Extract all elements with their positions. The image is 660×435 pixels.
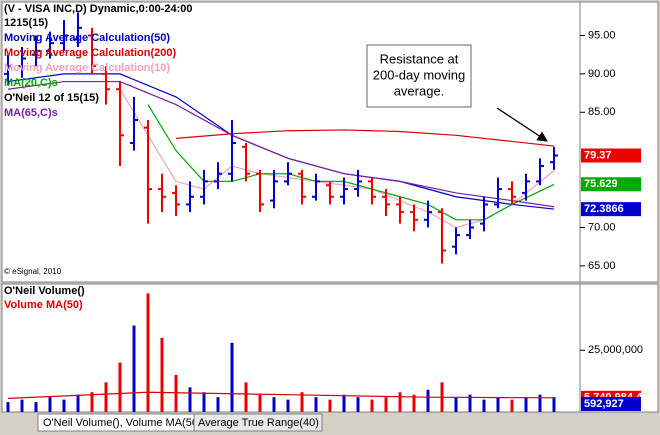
volume-bar bbox=[76, 394, 80, 412]
volume-bar bbox=[300, 392, 304, 412]
legend-entry: Moving Average Calculation(200) bbox=[4, 47, 177, 59]
volume-bar bbox=[370, 399, 374, 412]
volume-bar bbox=[482, 399, 486, 412]
volume-bar bbox=[174, 374, 178, 412]
annotation-box bbox=[366, 44, 472, 108]
annotation-text: average. bbox=[394, 83, 445, 98]
volume-bar bbox=[524, 397, 528, 412]
volume-bar bbox=[412, 394, 416, 412]
legend-entry: Moving Average Calculation(10) bbox=[4, 62, 170, 74]
tab[interactable] bbox=[193, 413, 323, 432]
y-tick-label: 25,000,000 bbox=[588, 344, 643, 356]
volume-bar bbox=[272, 397, 276, 412]
ma-line bbox=[7, 80, 555, 208]
ma-line bbox=[7, 391, 555, 400]
annotation-text: 200-day moving bbox=[373, 67, 466, 82]
legend-entry: 1215(15) bbox=[4, 17, 48, 29]
price-marker bbox=[581, 148, 641, 163]
price-marker-label: 75.629 bbox=[584, 178, 618, 190]
legend-entry: MA(65,C)s bbox=[4, 107, 58, 119]
volume-bar bbox=[90, 392, 94, 412]
price-marker bbox=[581, 397, 641, 411]
annotation-text: Resistance at bbox=[380, 51, 459, 66]
volume-axis bbox=[579, 283, 659, 413]
volume-bar bbox=[118, 362, 122, 412]
volume-bar bbox=[48, 397, 52, 412]
volume-bar bbox=[454, 397, 458, 412]
legend-entry: O'Neil 12 of 15(15) bbox=[4, 92, 99, 104]
volume-panel bbox=[1, 283, 581, 413]
volume-bar bbox=[244, 382, 248, 412]
volume-bar bbox=[384, 397, 388, 412]
volume-bar bbox=[230, 342, 234, 412]
volume-title: O'Neil Volume() bbox=[4, 285, 85, 297]
volume-bar bbox=[160, 337, 164, 412]
volume-bar bbox=[6, 402, 10, 412]
volume-bar bbox=[62, 399, 66, 412]
volume-bar bbox=[20, 399, 24, 412]
volume-bar bbox=[104, 382, 108, 412]
chart-title: (V - VISA INC,D) Dynamic,0:00-24:00 bbox=[4, 3, 192, 15]
price-marker-label: 79.37 bbox=[584, 149, 612, 161]
price-marker bbox=[581, 177, 641, 192]
legend-entry: Moving Average Calculation(50) bbox=[4, 32, 170, 44]
volume-bar bbox=[398, 392, 402, 412]
volume-bar bbox=[468, 394, 472, 412]
legend-entry: Volume MA(50) bbox=[4, 299, 83, 311]
volume-bar bbox=[356, 397, 360, 412]
volume-bar bbox=[342, 394, 346, 412]
y-tick-label: 85.00 bbox=[588, 106, 616, 118]
volume-bar bbox=[34, 402, 38, 412]
price-marker-label: 72.3866 bbox=[584, 203, 624, 215]
y-tick-label: 65.00 bbox=[588, 260, 616, 272]
volume-bar bbox=[510, 399, 514, 412]
volume-bar bbox=[552, 397, 556, 412]
price-axis bbox=[579, 1, 659, 283]
volume-bar bbox=[216, 397, 220, 412]
volume-bar bbox=[496, 397, 500, 412]
price-marker bbox=[581, 202, 641, 217]
volume-bar bbox=[132, 325, 136, 412]
volume-bar bbox=[328, 399, 332, 412]
annotation-arrow bbox=[496, 107, 548, 142]
volume-bar bbox=[426, 389, 430, 412]
y-tick-label: 95.00 bbox=[588, 29, 616, 41]
volume-bar bbox=[146, 293, 150, 412]
volume-bar bbox=[286, 399, 290, 412]
volume-bar bbox=[188, 387, 192, 412]
legend-entry: MA(20,C)s bbox=[4, 77, 58, 89]
volume-bar bbox=[314, 397, 318, 412]
tab-label[interactable]: O'Neil Volume(), Volume MA(50) bbox=[43, 417, 202, 429]
price-panel bbox=[1, 1, 581, 283]
y-tick-label: 90.00 bbox=[588, 68, 616, 80]
y-tick-label: 70.00 bbox=[588, 221, 616, 233]
ma-line bbox=[175, 129, 555, 147]
volume-bar bbox=[538, 394, 542, 412]
volume-bar bbox=[258, 394, 262, 412]
copyright: © eSignal, 2010 bbox=[4, 267, 62, 276]
price-marker-label: 592,927 bbox=[584, 398, 624, 410]
volume-bar bbox=[202, 392, 206, 412]
tab-label[interactable]: Average True Range(40) bbox=[198, 417, 319, 429]
